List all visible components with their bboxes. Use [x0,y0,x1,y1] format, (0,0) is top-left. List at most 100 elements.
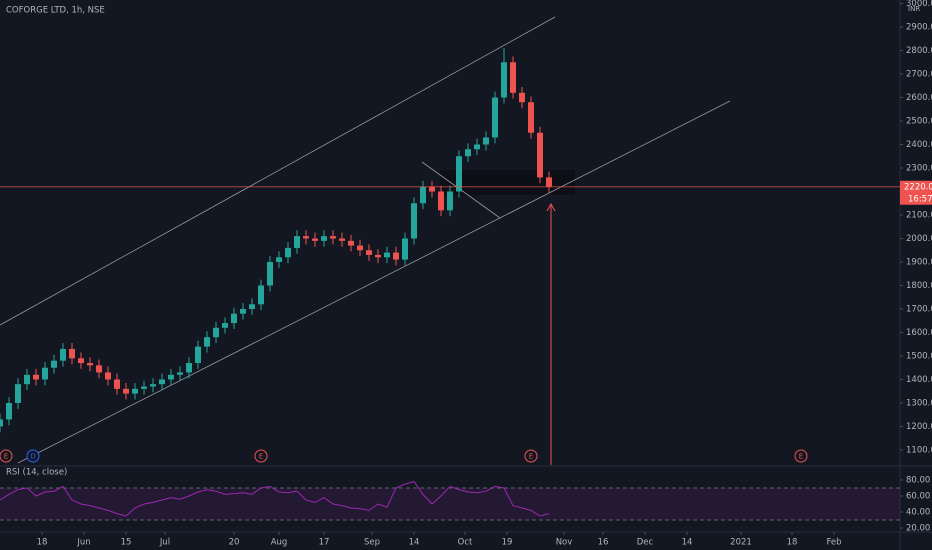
candle-body [186,363,192,373]
candle-body [96,365,102,373]
candle-body [501,62,507,98]
channel-lower [17,100,731,464]
x-tick-label: 18 [787,538,798,548]
candle-body [213,327,219,338]
rsi-line [0,481,550,517]
rsi-tick-label: 40.00 [906,508,930,518]
candle-body [420,186,426,204]
candle-body [375,254,381,258]
x-tick-label: 20 [229,538,240,548]
candle-body [258,285,264,305]
candle-body [303,236,309,239]
rsi-tick-label: 20.00 [906,524,930,534]
candle-body [366,250,372,255]
candle-body [0,419,3,427]
event-label: E [4,453,8,461]
y-tick-label: 2000.00 [906,234,932,244]
event-label: E [799,453,803,461]
candle-body [141,386,147,389]
event-label: D [30,453,35,461]
candle-body [456,156,462,192]
x-tick-label: Nov [556,538,573,548]
candle-body [24,374,30,385]
candle-body [357,245,363,251]
candle-body [537,132,543,178]
candle-body [294,236,300,248]
x-tick-label: 19 [502,538,513,548]
candle-body [546,177,552,187]
x-tick-label: Feb [826,538,841,548]
x-tick-label: 16 [598,538,609,548]
y-tick-label: 2100.00 [906,210,932,220]
candle-body [510,62,516,93]
y-tick-label: 1500.00 [906,351,932,361]
x-tick-label: Sep [364,538,380,548]
candle-body [114,379,120,389]
candle-body [474,144,480,150]
candle-body [492,97,498,138]
y-tick-label: 1400.00 [906,375,932,385]
candle-body [384,252,390,258]
x-tick-label: 2021 [730,538,752,548]
candle-body [249,304,255,309]
y-tick-label: 2300.00 [906,164,932,174]
x-tick-label: Aug [271,538,288,548]
event-marker [26,449,40,463]
y-tick-label: 2500.00 [906,117,932,127]
y-tick-label: 1100.00 [906,445,932,455]
event-marker [254,449,268,463]
candle-body [6,402,12,420]
rsi-band-fill [0,488,900,520]
candle-body [51,360,57,368]
x-tick-label: 14 [409,538,420,548]
y-tick-label: 1800.00 [906,281,932,291]
candle-body [402,238,408,260]
event-label: E [259,453,263,461]
y-tick-label: 2600.00 [906,93,932,103]
candle-body [528,102,534,133]
currency: INR [908,5,920,13]
candle-body [348,240,354,246]
y-tick-label: 1700.00 [906,304,932,314]
rsi-tick-label: 60.00 [906,492,930,502]
arrow-head [546,202,556,212]
candle-body [150,384,156,387]
candle-body [15,384,21,403]
candle-body [438,191,444,211]
candle-body [69,348,75,359]
candle-body [33,374,39,380]
countdown: 16:57 [908,194,932,204]
last-price-box [900,180,932,205]
event-label: E [529,453,533,461]
event-marker [0,449,13,463]
candle-body [285,247,291,258]
y-tick-label: 1900.00 [906,257,932,267]
candle-body [159,379,165,385]
event-marker [794,449,808,463]
rsi-title: RSI (14, close) [6,468,67,478]
candle-body [222,323,228,328]
channel-upper [0,16,556,326]
candle-body [231,313,237,324]
candle-body [78,358,84,364]
candle-body [321,236,327,241]
x-tick-label: Jul [159,538,170,548]
candle-body [267,261,273,286]
y-tick-label: 2800.00 [906,46,932,56]
candle-body [276,257,282,262]
candle-body [240,308,246,314]
y-tick-label: 1200.00 [906,422,932,432]
last-price-label: 2220.00 [904,182,932,192]
candle-body [195,346,201,364]
x-tick-label: 17 [319,538,330,548]
x-tick-label: Jun [76,538,90,548]
candle-body [132,388,138,394]
candle-body [393,252,399,260]
candle-body [312,238,318,241]
candle-body [447,191,453,211]
candle-body [177,372,183,375]
rsi-tick-label: 80.00 [906,476,930,486]
candle-body [42,367,48,380]
